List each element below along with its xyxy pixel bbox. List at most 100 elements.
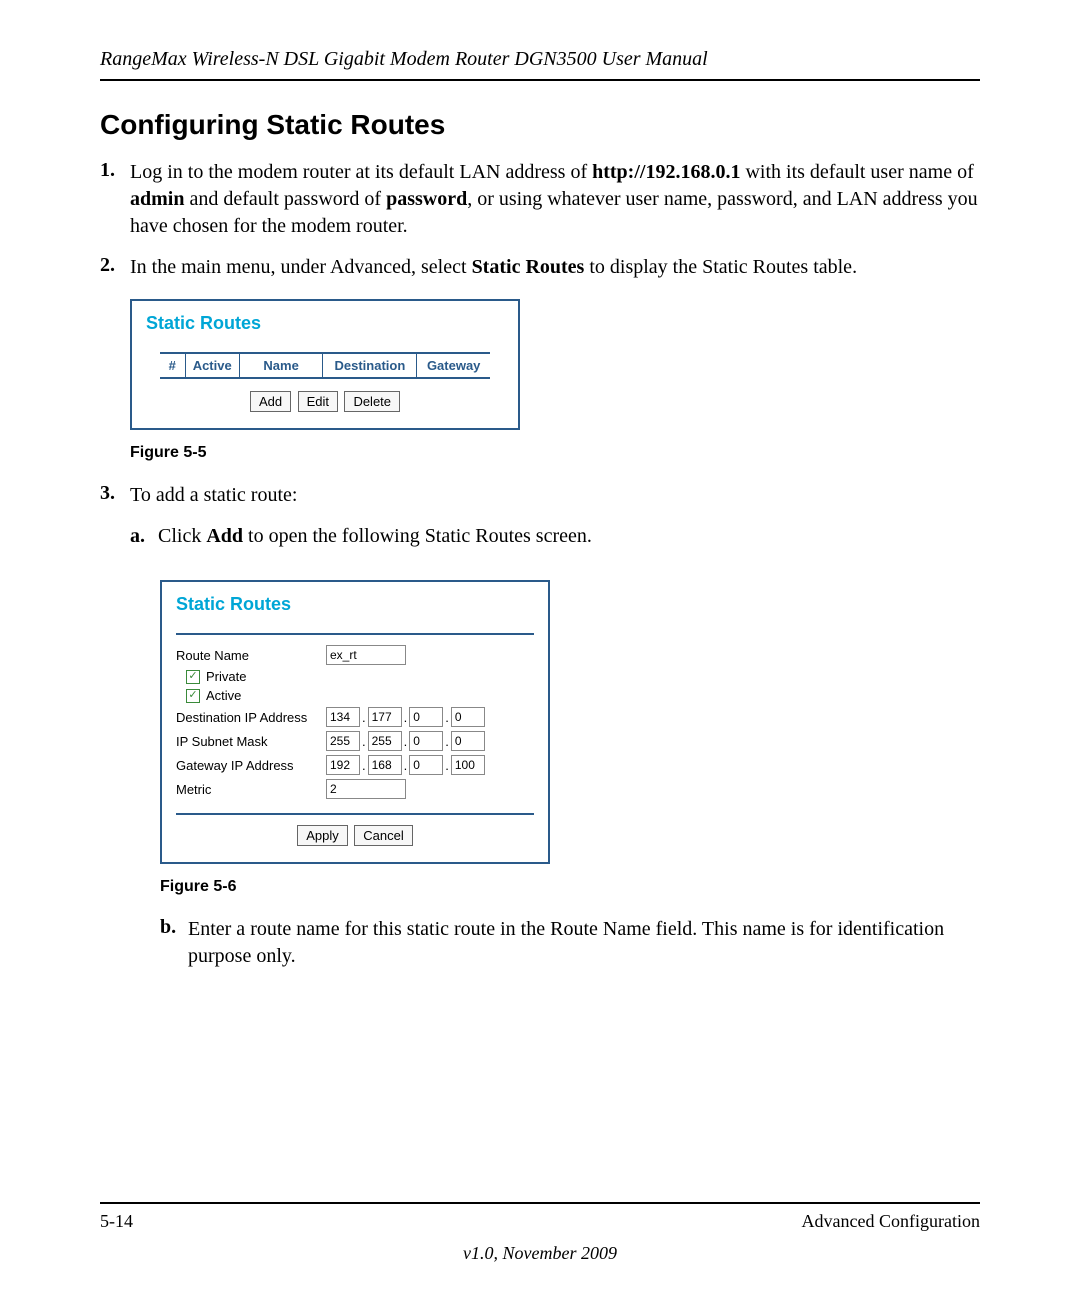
step-1-text-c: and default password of xyxy=(184,188,386,210)
row-subnet: IP Subnet Mask . . . xyxy=(176,731,534,751)
step-2-text-a: In the main menu, under Advanced, select xyxy=(130,256,472,278)
figure-5-6-caption: Figure 5-6 xyxy=(160,878,980,896)
step-3b-letter: b. xyxy=(160,916,188,970)
step-2-number: 2. xyxy=(100,254,130,281)
dot: . xyxy=(445,758,449,773)
panel1-buttons: Add Edit Delete xyxy=(146,391,504,412)
step-1-password: password xyxy=(386,188,467,210)
step-3b: b. Enter a route name for this static ro… xyxy=(160,916,980,970)
row-gateway: Gateway IP Address . . . xyxy=(176,755,534,775)
subnet-o3[interactable] xyxy=(409,731,443,751)
steps-list-2: 3. To add a static route: a. Click Add t… xyxy=(100,482,980,562)
steps-list: 1. Log in to the modem router at its def… xyxy=(100,159,980,281)
header-rule xyxy=(100,79,980,81)
figure-5-5-caption: Figure 5-5 xyxy=(130,444,980,462)
static-routes-form-panel: Static Routes Route Name ✓ Private ✓ Act… xyxy=(160,580,550,864)
col-name: Name xyxy=(239,353,323,378)
dest-o2[interactable] xyxy=(368,707,402,727)
col-active: Active xyxy=(185,353,239,378)
row-dest-ip: Destination IP Address . . . xyxy=(176,707,534,727)
step-1-text-a: Log in to the modem router at its defaul… xyxy=(130,161,592,183)
step-2: 2. In the main menu, under Advanced, sel… xyxy=(100,254,980,281)
row-route-name: Route Name xyxy=(176,645,534,665)
footer-rule xyxy=(100,1202,980,1204)
step-1-admin: admin xyxy=(130,188,184,210)
edit-button[interactable]: Edit xyxy=(298,391,338,412)
step-3-sublist: a. Click Add to open the following Stati… xyxy=(130,523,980,550)
step-1-url: http://192.168.0.1 xyxy=(592,161,740,183)
subnet-o4[interactable] xyxy=(451,731,485,751)
form-area: Route Name ✓ Private ✓ Active Destinatio… xyxy=(176,633,534,815)
step-3-text: To add a static route: xyxy=(130,484,297,506)
step-3b-body: Enter a route name for this static route… xyxy=(188,916,980,970)
panel2-title: Static Routes xyxy=(176,594,534,615)
label-metric: Metric xyxy=(176,782,326,797)
dot: . xyxy=(445,734,449,749)
dest-o4[interactable] xyxy=(451,707,485,727)
step-3b-wrap: b. Enter a route name for this static ro… xyxy=(160,916,980,970)
step-3-number: 3. xyxy=(100,482,130,562)
apply-button[interactable]: Apply xyxy=(297,825,348,846)
step-3: 3. To add a static route: a. Click Add t… xyxy=(100,482,980,562)
checkbox-active[interactable]: ✓ xyxy=(186,689,200,703)
step-1-number: 1. xyxy=(100,159,130,240)
footer-section: Advanced Configuration xyxy=(802,1211,980,1232)
input-route-name[interactable] xyxy=(326,645,406,665)
footer-version: v1.0, November 2009 xyxy=(0,1243,1080,1264)
dot: . xyxy=(445,710,449,725)
figure-5-6-wrap: Static Routes Route Name ✓ Private ✓ Act… xyxy=(160,580,980,864)
row-metric: Metric xyxy=(176,779,534,799)
step-2-bold: Static Routes xyxy=(472,256,585,278)
subnet-o1[interactable] xyxy=(326,731,360,751)
step-3a: a. Click Add to open the following Stati… xyxy=(130,523,980,550)
step-1-text-b: with its default user name of xyxy=(740,161,973,183)
label-active: Active xyxy=(206,688,241,703)
step-3b-text-a: Enter a route name for this static route… xyxy=(188,918,550,940)
dot: . xyxy=(362,734,366,749)
gw-o1[interactable] xyxy=(326,755,360,775)
label-gateway: Gateway IP Address xyxy=(176,758,326,773)
delete-button[interactable]: Delete xyxy=(344,391,400,412)
manual-header: RangeMax Wireless-N DSL Gigabit Modem Ro… xyxy=(100,48,980,71)
dot: . xyxy=(404,710,408,725)
row-active: ✓ Active xyxy=(186,688,534,703)
col-hash: # xyxy=(160,353,185,378)
step-1-body: Log in to the modem router at its defaul… xyxy=(130,159,980,240)
col-destination: Destination xyxy=(323,353,417,378)
static-routes-table-panel: Static Routes # Active Name Destination … xyxy=(130,299,520,430)
step-3a-letter: a. xyxy=(130,523,158,550)
step-2-body: In the main menu, under Advanced, select… xyxy=(130,254,980,281)
dest-o1[interactable] xyxy=(326,707,360,727)
label-route-name: Route Name xyxy=(176,648,326,663)
gw-o4[interactable] xyxy=(451,755,485,775)
subnet-o2[interactable] xyxy=(368,731,402,751)
cancel-button[interactable]: Cancel xyxy=(354,825,412,846)
step-3b-list: b. Enter a route name for this static ro… xyxy=(160,916,980,970)
step-3a-text-a: Click xyxy=(158,525,206,547)
step-2-text-b: to display the Static Routes table. xyxy=(584,256,857,278)
section-title: Configuring Static Routes xyxy=(100,109,980,141)
gw-o3[interactable] xyxy=(409,755,443,775)
footer-line: 5-14 Advanced Configuration xyxy=(100,1211,980,1232)
label-private: Private xyxy=(206,669,246,684)
step-3a-text-b: to open the following Static Routes scre… xyxy=(243,525,592,547)
add-button[interactable]: Add xyxy=(250,391,291,412)
dot: . xyxy=(404,758,408,773)
step-1: 1. Log in to the modem router at its def… xyxy=(100,159,980,240)
dot: . xyxy=(362,758,366,773)
checkbox-private[interactable]: ✓ xyxy=(186,670,200,684)
gw-o2[interactable] xyxy=(368,755,402,775)
routes-table: # Active Name Destination Gateway xyxy=(160,352,490,379)
step-3a-body: Click Add to open the following Static R… xyxy=(158,523,980,550)
input-metric[interactable] xyxy=(326,779,406,799)
dest-o3[interactable] xyxy=(409,707,443,727)
step-3b-bold: Route Name xyxy=(550,918,651,940)
step-3a-bold: Add xyxy=(206,525,243,547)
col-gateway: Gateway xyxy=(417,353,490,378)
footer-page: 5-14 xyxy=(100,1211,133,1232)
dot: . xyxy=(362,710,366,725)
figure-5-5-wrap: Static Routes # Active Name Destination … xyxy=(130,299,980,430)
row-private: ✓ Private xyxy=(186,669,534,684)
label-subnet: IP Subnet Mask xyxy=(176,734,326,749)
step-3-body: To add a static route: a. Click Add to o… xyxy=(130,482,980,562)
